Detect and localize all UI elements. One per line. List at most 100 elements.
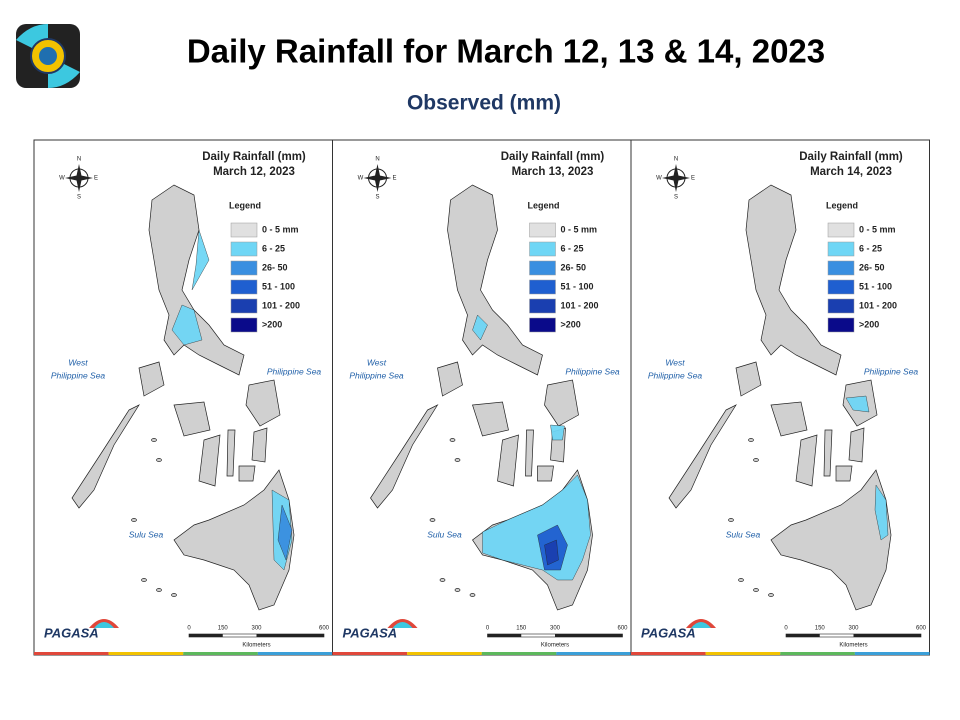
footer-strip	[183, 652, 258, 655]
legend-label: 101 - 200	[561, 300, 599, 310]
legend-label: 51 - 100	[859, 281, 892, 291]
legend-swatch	[529, 241, 556, 257]
scale-unit: Kilometers	[839, 643, 867, 649]
legend-label: 51 - 100	[262, 281, 295, 291]
legend-swatch	[230, 317, 258, 333]
sea-label: Sulu Sea	[427, 529, 462, 539]
panel-title: Daily Rainfall (mm)	[799, 151, 903, 163]
scale-label: 150	[218, 626, 229, 632]
legend-swatch	[827, 222, 855, 238]
legend-label: 26- 50	[859, 262, 885, 272]
legend-swatch	[529, 317, 556, 333]
legend-label: 51 - 100	[561, 281, 594, 291]
sea-label: Philippine Sea	[648, 370, 703, 380]
island	[668, 404, 737, 509]
scale-label: 600	[319, 626, 330, 632]
logo-umbrella	[691, 622, 711, 628]
legend-swatch	[529, 260, 556, 276]
scale-label: 300	[550, 626, 561, 632]
sea-label: Philippine Sea	[864, 366, 919, 376]
islet	[156, 588, 162, 592]
footer-strip	[481, 652, 557, 655]
scale-label: 600	[617, 626, 628, 632]
map-panel: N S W E Daily Rainfall (mm) March 14, 2023 Leg…	[630, 139, 930, 656]
island	[447, 184, 543, 376]
legend-label: 6 - 25	[859, 243, 882, 253]
sea-label: Philippine Sea	[51, 370, 106, 380]
compass-letter: S	[375, 195, 379, 201]
panel-title: Daily Rainfall (mm)	[202, 151, 306, 163]
scale-segment	[256, 634, 324, 637]
compass-letter: N	[375, 157, 379, 163]
island	[537, 465, 554, 482]
legend-swatch	[230, 241, 258, 257]
island	[71, 404, 140, 509]
island	[848, 427, 865, 463]
scale-label: 300	[848, 626, 859, 632]
island	[497, 434, 519, 487]
compass	[363, 164, 392, 192]
legend-label: 0 - 5 mm	[859, 224, 896, 234]
legend-swatch	[230, 298, 258, 314]
island	[823, 429, 833, 477]
footer-strip	[257, 652, 333, 655]
island	[148, 184, 245, 376]
legend-label: 0 - 5 mm	[262, 224, 299, 234]
legend-swatch	[827, 279, 855, 295]
map-panel: N S W E Daily Rainfall (mm) March 13, 2023 Leg…	[332, 139, 632, 656]
island	[173, 401, 211, 437]
islet	[728, 518, 734, 522]
compass-letter: E	[691, 176, 695, 182]
island	[544, 379, 579, 427]
islet	[753, 588, 759, 592]
sea-label: Sulu Sea	[726, 529, 761, 539]
island	[835, 465, 853, 482]
agency-seal	[16, 24, 80, 88]
scale-segment	[555, 634, 623, 637]
islet	[768, 593, 774, 597]
island	[472, 401, 509, 437]
compass-letter: W	[358, 176, 364, 182]
rainfall-area	[472, 314, 488, 341]
legend-swatch	[827, 298, 855, 314]
legend-label: >200	[262, 319, 282, 329]
footer-strip	[407, 652, 482, 655]
logo-umbrella	[94, 622, 114, 628]
islet	[449, 438, 456, 442]
compass-letter: N	[77, 157, 81, 163]
sea-label: West	[665, 357, 685, 367]
scale-label: 600	[916, 626, 927, 632]
islet	[748, 438, 754, 442]
scale-segment	[487, 634, 522, 637]
compass	[65, 164, 93, 192]
island	[138, 361, 165, 397]
legend-label: 6 - 25	[262, 243, 285, 253]
legend-swatch	[529, 279, 556, 295]
scale-label: 0	[784, 626, 788, 632]
scale-label: 0	[486, 626, 490, 632]
slide-title: Daily Rainfall for March 12, 13 & 14, 20…	[187, 33, 825, 70]
island	[173, 469, 295, 611]
rainfall-area	[874, 484, 889, 541]
scale-segment	[853, 634, 921, 637]
islet	[141, 578, 147, 582]
compass-letter: E	[94, 176, 98, 182]
logo-text: PAGASA	[343, 625, 398, 640]
panel-date: March 12, 2023	[213, 166, 295, 178]
legend-swatch	[230, 222, 258, 238]
island	[370, 404, 439, 509]
rainfall-area	[550, 424, 565, 441]
legend-title: Legend	[229, 200, 261, 210]
footer-strip	[780, 652, 855, 655]
compass	[662, 164, 690, 192]
island	[437, 361, 463, 397]
compass-letter: S	[77, 195, 81, 201]
sea-label: Philippine Sea	[565, 366, 620, 376]
islet	[753, 458, 759, 462]
islet	[429, 518, 436, 522]
slide-subtitle: Observed (mm)	[407, 92, 561, 115]
legend-label: 26- 50	[561, 262, 587, 272]
rainfall-area	[845, 395, 870, 413]
compass-letter: E	[392, 176, 396, 182]
compass-letter: W	[656, 176, 662, 182]
